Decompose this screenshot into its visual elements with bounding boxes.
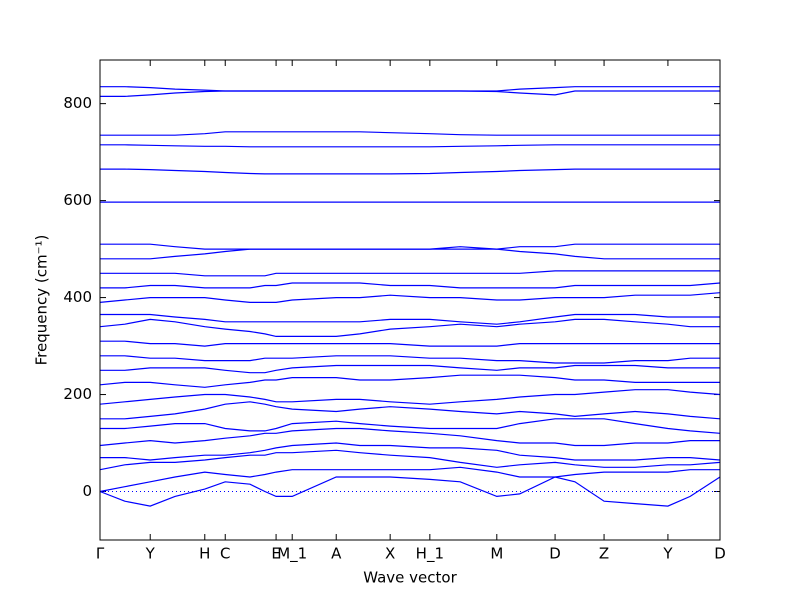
band-line bbox=[99, 374, 720, 388]
x-tick-label: M_1 bbox=[277, 545, 307, 564]
band-line bbox=[99, 449, 721, 471]
x-tick-label: Γ bbox=[96, 545, 105, 563]
band-line bbox=[99, 476, 721, 507]
band-line bbox=[100, 418, 721, 434]
band-line bbox=[99, 318, 720, 337]
x-tick-label: Z bbox=[599, 545, 609, 563]
x-tick-label: Y bbox=[662, 545, 673, 563]
plot-frame bbox=[99, 59, 721, 541]
x-axis-label: Wave vector bbox=[363, 569, 457, 587]
band-line bbox=[99, 427, 720, 447]
band-line bbox=[100, 313, 720, 325]
y-tick-label: 800 bbox=[63, 94, 92, 112]
band-line bbox=[100, 90, 720, 97]
band-line bbox=[100, 364, 720, 374]
x-tick-label: H bbox=[199, 545, 210, 563]
band-line bbox=[100, 355, 720, 364]
band-line bbox=[100, 401, 721, 420]
y-tick-label: 200 bbox=[63, 385, 92, 403]
band-line bbox=[100, 168, 720, 175]
band-line bbox=[100, 282, 721, 289]
band-line bbox=[100, 86, 720, 92]
band-line bbox=[100, 243, 720, 250]
band-line bbox=[99, 292, 721, 303]
band-line bbox=[100, 131, 720, 136]
band-line bbox=[100, 340, 720, 347]
y-tick-label: 600 bbox=[63, 191, 92, 209]
band-line bbox=[99, 466, 720, 493]
x-tick-label: M bbox=[490, 545, 503, 563]
x-tick-label: D bbox=[549, 545, 561, 563]
band-line bbox=[99, 389, 721, 405]
y-tick-label: 400 bbox=[63, 288, 92, 306]
x-tick-label: X bbox=[385, 545, 395, 563]
band-line bbox=[100, 144, 720, 148]
x-tick-label: Y bbox=[145, 545, 156, 563]
band-line bbox=[100, 442, 721, 461]
y-tick-label: 0 bbox=[82, 482, 92, 500]
x-tick-label: D bbox=[714, 545, 726, 563]
band-line bbox=[100, 270, 720, 277]
x-tick-label: H_1 bbox=[416, 545, 444, 564]
x-tick-label: C bbox=[220, 545, 230, 563]
x-tick-label: E bbox=[271, 545, 280, 563]
y-axis-label: Frequency (cm⁻¹) bbox=[33, 235, 51, 366]
x-tick-label: A bbox=[331, 545, 342, 563]
